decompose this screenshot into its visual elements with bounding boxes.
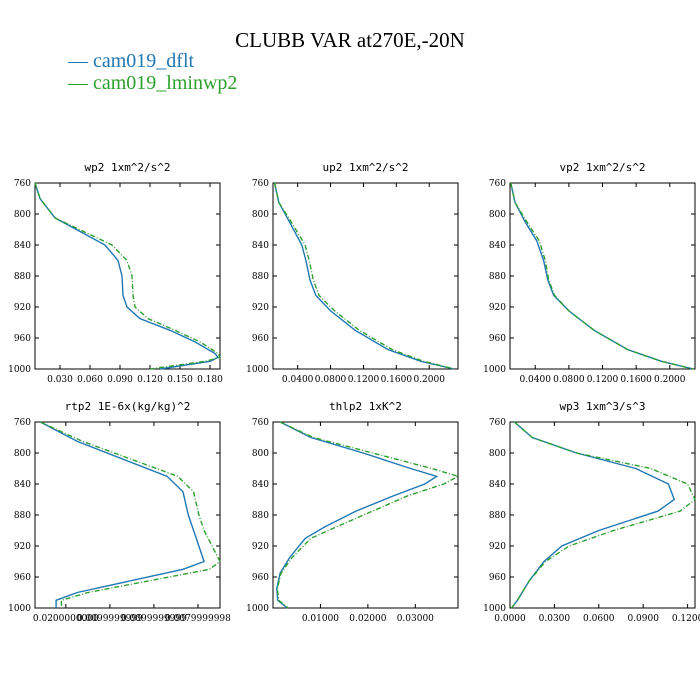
- legend-item-lminwp2: — cam019_lminwp2: [68, 72, 238, 94]
- y-tick-label: 1000: [483, 365, 506, 375]
- legend-item-dflt: — cam019_dflt: [68, 50, 195, 72]
- y-tick-label: 880: [14, 511, 31, 521]
- y-tick-label: 800: [489, 210, 506, 220]
- x-tick-label: 0.0800: [315, 375, 347, 385]
- x-tick-label: 0.0200000000: [33, 614, 99, 624]
- y-tick-label: 1000: [483, 604, 506, 614]
- x-tick-label: 0.2000: [413, 375, 445, 385]
- y-tick-label: 880: [14, 272, 31, 282]
- series-line-dflt: [39, 421, 205, 608]
- y-tick-label: 960: [252, 573, 269, 583]
- panel-frame: [509, 421, 696, 609]
- y-tick-label: 920: [252, 542, 269, 552]
- y-tick-label: 840: [489, 480, 506, 490]
- y-tick-label: 960: [489, 334, 506, 344]
- y-tick-label: 800: [14, 210, 31, 220]
- y-tick-label: 800: [252, 449, 269, 459]
- series-line-lminwp2: [273, 182, 455, 370]
- y-tick-label: 840: [252, 241, 269, 251]
- y-tick-label: 760: [14, 179, 31, 189]
- x-tick-label: 0.03000: [397, 614, 434, 624]
- panel-title: wp3 1xm^3/s^3: [559, 400, 645, 413]
- panel-title: vp2 1xm^2/s^2: [559, 161, 645, 174]
- series-line-lminwp2: [276, 421, 460, 609]
- y-tick-label: 880: [489, 272, 506, 282]
- x-tick-label: 0.0900: [627, 614, 659, 624]
- y-tick-label: 1000: [246, 604, 269, 614]
- y-tick-label: 760: [14, 418, 31, 428]
- x-tick-label: 0.0099999999: [77, 614, 143, 624]
- series-line-lminwp2: [34, 182, 222, 370]
- y-tick-label: 960: [14, 573, 31, 583]
- series-line-dflt: [276, 421, 439, 609]
- y-tick-label: 1000: [8, 365, 31, 375]
- panel-title: wp2 1xm^2/s^2: [84, 161, 170, 174]
- y-tick-label: 920: [252, 303, 269, 313]
- x-tick-label: 0.1600: [620, 375, 652, 385]
- y-tick-label: 760: [489, 179, 506, 189]
- series-line-lminwp2: [510, 421, 696, 609]
- x-tick-label: 0.0400: [282, 375, 314, 385]
- x-tick-label: 0.1600: [381, 375, 413, 385]
- x-tick-label: 0.0400: [519, 375, 551, 385]
- series-line-dflt: [273, 182, 455, 370]
- x-tick-label: 0.0099999999: [121, 614, 187, 624]
- x-tick-label: 0.01000: [302, 614, 339, 624]
- x-tick-label: 0.0600: [583, 614, 615, 624]
- x-tick-label: 0.0800: [553, 375, 585, 385]
- y-tick-label: 960: [252, 334, 269, 344]
- x-tick-label: 0.1200: [587, 375, 619, 385]
- x-tick-label: 0.1200: [348, 375, 380, 385]
- y-tick-label: 880: [252, 511, 269, 521]
- figure-title: CLUBB VAR at270E,-20N: [235, 28, 465, 52]
- panel-frame: [272, 421, 459, 609]
- panel-frame: [272, 182, 459, 370]
- panel-title: up2 1xm^2/s^2: [322, 161, 408, 174]
- panel-frame: [509, 182, 696, 370]
- y-tick-label: 800: [252, 210, 269, 220]
- y-tick-label: 800: [489, 449, 506, 459]
- x-tick-label: 0.030: [47, 375, 73, 385]
- y-tick-label: 920: [14, 542, 31, 552]
- y-tick-label: 840: [14, 241, 31, 251]
- x-tick-label: 0.150: [167, 375, 193, 385]
- series-line-dflt: [34, 182, 220, 370]
- y-tick-label: 920: [14, 303, 31, 313]
- x-tick-label: 0.090: [107, 375, 133, 385]
- y-tick-label: 760: [252, 418, 269, 428]
- x-tick-label: 0.180: [197, 375, 223, 385]
- panel-title: thlp2 1xK^2: [329, 400, 402, 413]
- x-tick-label: 0.0079999998: [165, 614, 231, 624]
- y-tick-label: 1000: [246, 365, 269, 375]
- panel-frame: [34, 421, 221, 609]
- series-line-lminwp2: [40, 421, 221, 608]
- series-line-lminwp2: [510, 182, 694, 370]
- y-tick-label: 880: [489, 511, 506, 521]
- y-tick-label: 960: [489, 573, 506, 583]
- x-tick-label: 0.02000: [349, 614, 386, 624]
- y-tick-label: 920: [489, 542, 506, 552]
- y-tick-label: 840: [489, 241, 506, 251]
- y-tick-label: 920: [489, 303, 506, 313]
- y-tick-label: 880: [252, 272, 269, 282]
- x-tick-label: 0.0000: [494, 614, 526, 624]
- x-tick-label: 0.120: [137, 375, 163, 385]
- y-tick-label: 800: [14, 449, 31, 459]
- panel-title: rtp2 1E-6x(kg/kg)^2: [65, 400, 191, 413]
- x-tick-label: 0.2000: [654, 375, 686, 385]
- y-tick-label: 840: [14, 480, 31, 490]
- y-tick-label: 760: [489, 418, 506, 428]
- y-tick-label: 760: [252, 179, 269, 189]
- y-tick-label: 1000: [8, 604, 31, 614]
- x-tick-label: 0.0300: [539, 614, 571, 624]
- x-tick-label: 0.1200: [672, 614, 700, 624]
- y-tick-label: 840: [252, 480, 269, 490]
- series-line-dflt: [510, 182, 694, 370]
- series-line-dflt: [510, 421, 676, 609]
- x-tick-label: 0.060: [77, 375, 103, 385]
- y-tick-label: 960: [14, 334, 31, 344]
